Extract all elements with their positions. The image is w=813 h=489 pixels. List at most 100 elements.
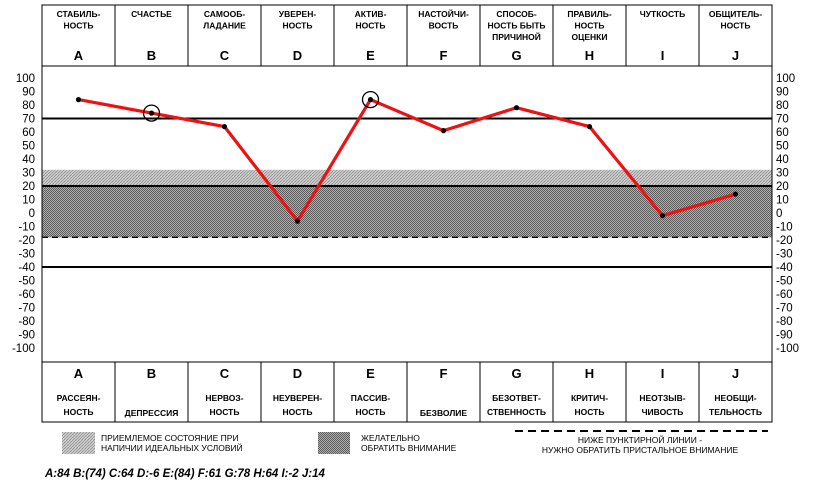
top-trait-label: НОСТЬ	[356, 21, 386, 31]
bottom-category-letter: A	[74, 366, 84, 381]
y-tick-label-right: 60	[776, 127, 789, 139]
legend-dashed-text: НУЖНО ОБРАТИТЬ ПРИСТАЛЬНОЕ ВНИМАНИЕ	[542, 445, 739, 455]
top-trait-label: СЧАСТЬЕ	[131, 9, 172, 19]
bottom-trait-label: ДЕПРЕССИЯ	[125, 408, 179, 418]
y-tick-label-right: -80	[776, 316, 793, 328]
y-tick-label-left: 10	[22, 195, 35, 207]
bottom-trait-label: ПАССИВ-	[351, 393, 391, 403]
bottom-trait-label: БЕЗВОЛИЕ	[420, 408, 468, 418]
bottom-trait-label: СТВЕННОСТЬ	[487, 407, 546, 417]
top-trait-label: ЛАДАНИЕ	[203, 21, 246, 31]
y-tick-label-right: 80	[776, 100, 789, 112]
bottom-trait-label: НОСТЬ	[210, 407, 240, 417]
score-line	[78, 97, 736, 223]
top-trait-label: НОСТЬ	[721, 21, 751, 31]
data-point-J	[732, 191, 739, 197]
y-tick-label-left: -100	[12, 343, 35, 355]
y-tick-label-left: 60	[22, 127, 35, 139]
y-tick-label-left: -10	[18, 222, 35, 234]
top-trait-label: АКТИВ-	[355, 9, 387, 19]
y-tick-label-right: 100	[776, 73, 795, 85]
top-category-letter: J	[732, 48, 739, 63]
y-tick-label-right: 0	[776, 208, 782, 220]
y-tick-label-right: -90	[776, 330, 793, 342]
bottom-trait-label: НЕОБЩИ-	[714, 393, 756, 403]
y-tick-label-right: -30	[776, 249, 793, 261]
top-category-letter: B	[147, 48, 156, 63]
y-tick-label-right: -70	[776, 303, 793, 315]
top-trait-label: ПРАВИЛЬ-	[567, 9, 611, 19]
y-tick-label-left: -40	[18, 262, 35, 274]
y-tick-label-left: 90	[22, 87, 35, 99]
y-tick-label-right: -100	[776, 343, 799, 355]
bottom-trait-label: НЕРВОЗ-	[205, 393, 243, 403]
bottom-category-letter: G	[511, 366, 521, 381]
data-point-E	[367, 97, 374, 103]
y-tick-label-left: 30	[22, 168, 35, 180]
y-tick-label-left: -80	[18, 316, 35, 328]
legend-attention-text: ЖЕЛАТЕЛЬНО	[361, 433, 420, 443]
y-tick-label-left: -50	[18, 276, 35, 288]
legend-acceptable-text: ПРИЕМЛЕМОЕ СОСТОЯНИЕ ПРИ	[101, 433, 239, 443]
top-category-letter: H	[585, 48, 594, 63]
top-trait-label: ВОСТЬ	[429, 21, 459, 31]
y-tick-label-right: 70	[776, 114, 789, 126]
top-category-letter: E	[366, 48, 375, 63]
bottom-category-letter: D	[293, 366, 302, 381]
bottom-trait-label: НЕОТЗЫВ-	[639, 393, 685, 403]
circled-marker-B	[142, 104, 161, 122]
data-point-B	[148, 110, 155, 116]
y-tick-label-right: 40	[776, 154, 789, 166]
y-tick-label-right: 20	[776, 181, 789, 193]
top-trait-label: НАСТОЙЧИ-	[418, 8, 469, 19]
bottom-trait-label: ТЕЛЬНОСТЬ	[709, 407, 762, 417]
y-tick-label-left: 100	[16, 73, 35, 85]
data-point-F	[440, 128, 447, 134]
bottom-trait-label: НОСТЬ	[356, 407, 386, 417]
scores-summary: A:84 B:(74) C:64 D:-6 E:(84) F:61 G:78 H…	[44, 468, 326, 480]
bottom-trait-label: РАССЕЯН-	[57, 393, 101, 403]
y-tick-label-left: -60	[18, 289, 35, 301]
y-tick-label-right: -50	[776, 276, 793, 288]
top-category-letter: A	[74, 48, 84, 63]
top-trait-label: СПОСОБ-	[496, 9, 537, 19]
data-point-I	[659, 213, 666, 219]
y-tick-label-left: 0	[29, 208, 35, 220]
y-tick-label-left: 20	[22, 181, 35, 193]
bottom-trait-label: БЕЗОТВЕТ-	[492, 393, 541, 403]
attention-band	[42, 186, 772, 238]
y-tick-label-left: 70	[22, 114, 35, 126]
bottom-trait-label: НЕУВЕРЕН-	[273, 393, 322, 403]
data-point-G	[513, 105, 520, 111]
y-tick-label-left: 40	[22, 154, 35, 166]
top-trait-label: ЧУТКОСТЬ	[640, 9, 685, 19]
top-category-letter: C	[220, 48, 230, 63]
legend-acceptable-text: НАПИЧИИ ИДЕАЛЬНЫХ УСЛОВИЙ	[101, 442, 243, 453]
circled-marker-E	[361, 90, 380, 109]
bottom-trait-label: НОСТЬ	[283, 407, 313, 417]
bottom-trait-label: ЧИВОСТЬ	[642, 407, 684, 417]
y-tick-label-left: -70	[18, 303, 35, 315]
data-point-D	[294, 218, 301, 224]
top-category-letter: I	[661, 48, 665, 63]
y-tick-label-right: -60	[776, 289, 793, 301]
data-point-A	[75, 97, 82, 103]
top-trait-label: САМООБ-	[204, 9, 245, 19]
legend-acceptable-swatch	[62, 432, 95, 454]
y-tick-label-right: -20	[776, 235, 793, 247]
top-trait-label: ПРИЧИНОЙ	[492, 31, 541, 42]
bottom-trait-label: НОСТЬ	[575, 407, 605, 417]
bottom-category-letter: E	[366, 366, 375, 381]
y-tick-label-left: -30	[18, 249, 35, 261]
y-tick-label-left: -90	[18, 330, 35, 342]
top-category-letter: D	[293, 48, 302, 63]
y-tick-label-right: 10	[776, 195, 789, 207]
bottom-category-letter: J	[732, 366, 739, 381]
top-trait-label: НОСТЬ БЫТЬ	[487, 21, 545, 31]
top-category-letter: F	[440, 48, 448, 63]
y-tick-label-left: 50	[22, 141, 35, 153]
bottom-category-letter: B	[147, 366, 156, 381]
y-tick-label-right: 30	[776, 168, 789, 180]
top-trait-label: НОСТЬ	[283, 21, 313, 31]
